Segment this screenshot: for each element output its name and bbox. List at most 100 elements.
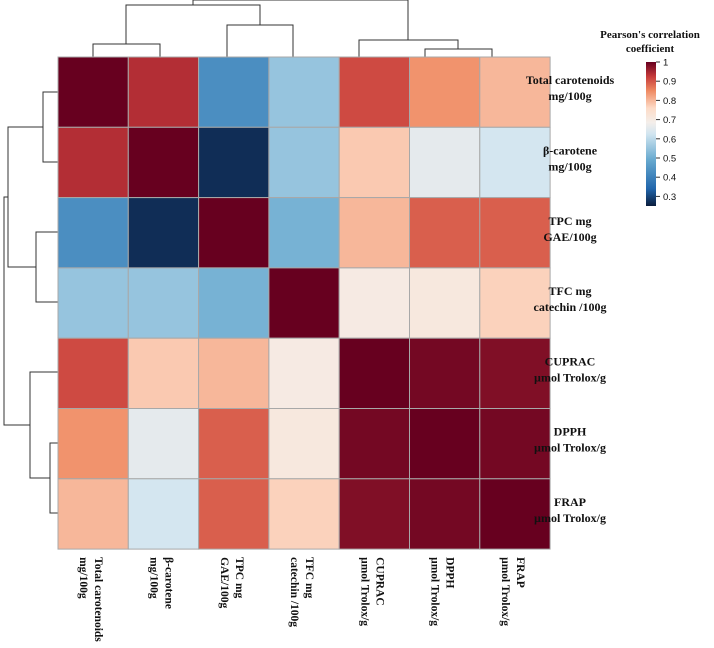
colorbar-tick-label: 0.6 xyxy=(663,134,676,145)
heatmap-cell xyxy=(198,478,270,550)
row-label-line: catechin /100g xyxy=(534,300,607,314)
row-label-line: µmol Trolox/g xyxy=(534,511,606,525)
colorbar-title-line-2: coefficient xyxy=(626,43,675,55)
heatmap-cell xyxy=(198,267,270,339)
heatmap-cell xyxy=(479,56,551,128)
heatmap-cell xyxy=(268,337,340,410)
colorbar-tick-label: 0.8 xyxy=(663,96,676,107)
heatmap-cell xyxy=(198,408,270,480)
row-label: Total carotenoids mg/100g xyxy=(526,73,615,103)
row-label-line: mg/100g xyxy=(548,89,591,103)
heatmap-cell xyxy=(479,408,551,480)
column-label: DPPHµmol Trolox/g xyxy=(429,557,456,626)
heatmap-cell xyxy=(409,197,481,269)
heatmap-cell xyxy=(338,197,411,269)
heatmap-cell xyxy=(268,56,340,128)
heatmap-cell xyxy=(127,267,200,339)
column-label: Total carotenoidsmg/100g xyxy=(77,557,104,642)
heatmap-cell xyxy=(268,408,340,480)
heatmap-cell xyxy=(479,478,551,550)
column-label: CUPRACµmol Trolox/g xyxy=(358,557,385,626)
heatmap-cells xyxy=(57,56,551,550)
colorbar-title-line-1: Pearson's correlation xyxy=(600,29,700,41)
row-label-line: µmol Trolox/g xyxy=(534,441,606,455)
row-label: TPC mg GAE/100g xyxy=(543,214,596,244)
heatmap-cell xyxy=(127,408,200,480)
heatmap-cell xyxy=(479,267,551,339)
colorbar-tick-label: 0.9 xyxy=(663,77,676,88)
column-label: β-carotenemg/100g xyxy=(147,557,174,609)
column-label-line: DPPH xyxy=(444,557,456,588)
column-label: TFC mgcatechin /100g xyxy=(288,557,315,627)
row-dendrogram xyxy=(3,91,58,514)
heatmap-cell xyxy=(479,197,551,269)
heatmap-cell xyxy=(127,478,200,550)
heatmap-cell xyxy=(479,126,551,199)
column-label-line: FRAP xyxy=(514,557,526,588)
heatmap-cell xyxy=(198,126,270,199)
column-label-line: CUPRAC xyxy=(373,557,385,606)
heatmap-cell xyxy=(127,126,200,199)
heatmap-cell xyxy=(57,56,129,128)
row-label-line: CUPRAC xyxy=(545,354,596,368)
row-label-line: Total carotenoids xyxy=(526,73,615,87)
heatmap-cell xyxy=(268,197,340,269)
colorbar-gradient xyxy=(646,62,656,206)
colorbar-tick-label: 0.4 xyxy=(663,173,676,184)
heatmap-cell xyxy=(198,197,270,269)
column-dendrogram xyxy=(92,0,493,57)
heatmap-cell xyxy=(268,126,340,199)
heatmap-cell xyxy=(127,197,200,269)
column-label-line: GAE/100g xyxy=(218,557,230,608)
row-label: CUPRAC µmol Trolox/g xyxy=(534,354,606,384)
row-label-line: DPPH xyxy=(554,425,587,439)
column-label-line: TPC mg xyxy=(233,557,245,598)
heatmap-cell xyxy=(338,126,411,199)
colorbar-ticks: 1 0.9 0.8 0.7 0.6 0.5 0.4 0.3 xyxy=(656,58,676,203)
row-label-line: GAE/100g xyxy=(543,230,596,244)
column-label-line: β-carotene xyxy=(162,557,174,609)
row-label-line: TFC mg xyxy=(549,284,592,298)
row-label: DPPH µmol Trolox/g xyxy=(534,425,606,455)
column-label-line: catechin /100g xyxy=(288,557,300,627)
heatmap-cell xyxy=(57,408,129,480)
heatmap-cell xyxy=(409,56,481,128)
column-label-line: Total carotenoids xyxy=(92,557,104,642)
column-label-line: mg/100g xyxy=(77,557,89,599)
column-label-line: mg/100g xyxy=(147,557,159,599)
column-label: FRAPµmol Trolox/g xyxy=(499,557,526,626)
heatmap-cell xyxy=(198,56,270,128)
colorbar: Pearson's correlation coefficient 1 0.9 0.… xyxy=(600,29,700,206)
column-label: TPC mgGAE/100g xyxy=(218,557,245,608)
row-label-line: FRAP xyxy=(554,495,586,509)
heatmap-cell xyxy=(268,478,340,550)
colorbar-tick-label: 0.3 xyxy=(663,192,676,203)
row-label-line: TPC mg xyxy=(549,214,592,228)
heatmap-cell xyxy=(57,126,129,199)
row-label-line: µmol Trolox/g xyxy=(534,370,606,384)
row-labels: Total carotenoids mg/100g β-carotene mg/100… xyxy=(526,73,615,525)
heatmap-cell xyxy=(127,337,200,410)
heatmap-cell xyxy=(57,478,129,550)
heatmap-cell xyxy=(57,337,129,410)
colorbar-tick-label: 0.5 xyxy=(663,154,676,165)
heatmap-cell xyxy=(57,197,129,269)
heatmap-cell xyxy=(198,337,270,410)
heatmap-cell xyxy=(409,478,481,550)
heatmap-cell xyxy=(338,478,411,550)
column-label-line: µmol Trolox/g xyxy=(358,557,370,626)
colorbar-tick-label: 0.7 xyxy=(663,115,676,126)
column-label-line: µmol Trolox/g xyxy=(429,557,441,626)
heatmap-cell xyxy=(409,337,481,410)
heatmap-cell xyxy=(127,56,200,128)
heatmap-cell xyxy=(409,408,481,480)
heatmap-cell xyxy=(268,267,340,339)
column-label-line: µmol Trolox/g xyxy=(499,557,511,626)
colorbar-tick-label: 1 xyxy=(663,58,668,69)
row-label-line: mg/100g xyxy=(548,159,591,173)
column-labels: Total carotenoidsmg/100g β-carotenemg/100… xyxy=(77,557,526,642)
column-label-line: TFC mg xyxy=(303,557,315,598)
heatmap-cell xyxy=(338,337,411,410)
